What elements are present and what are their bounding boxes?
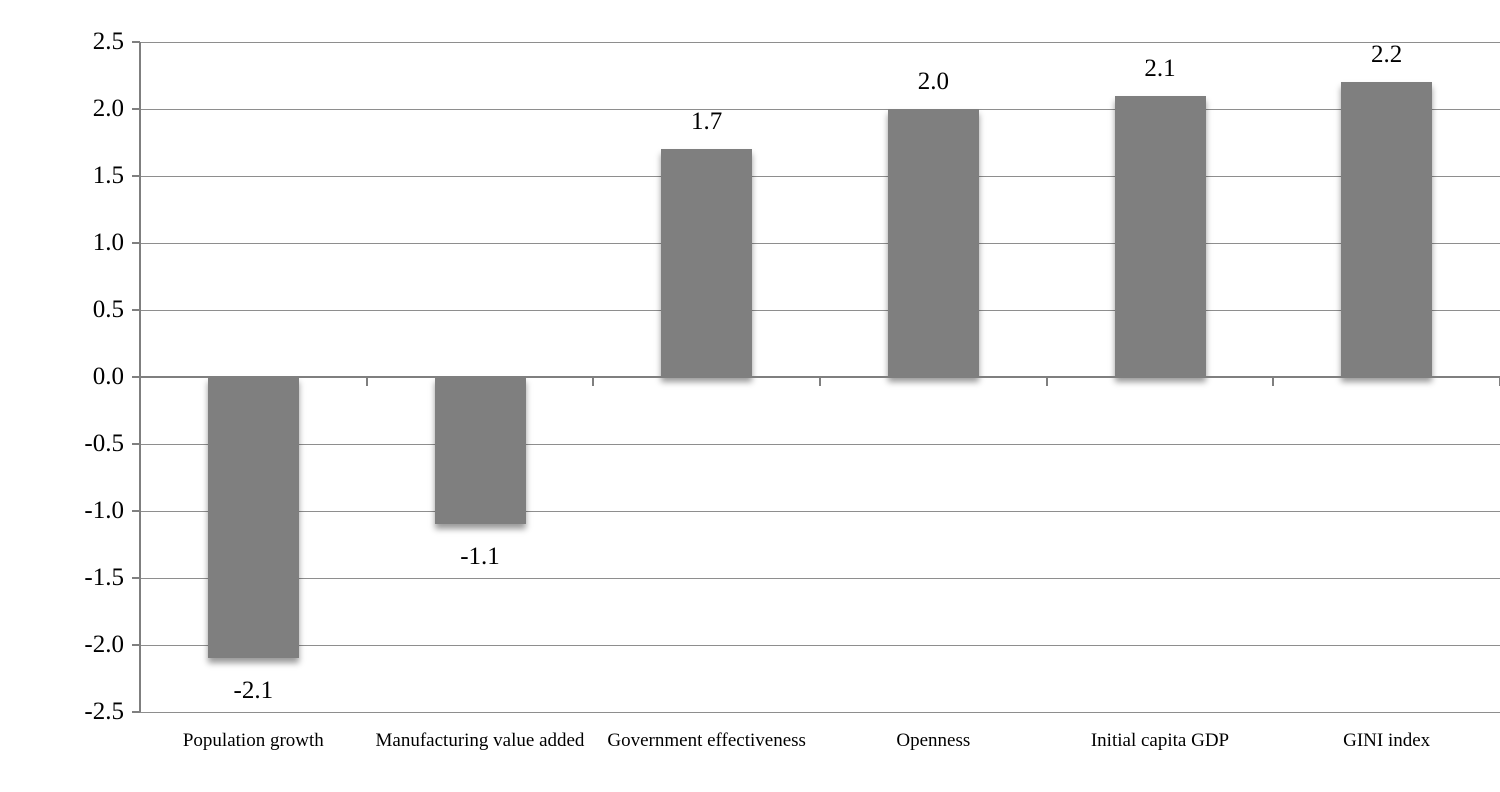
y-axis-tick (132, 510, 140, 512)
y-axis-tick (132, 711, 140, 713)
y-axis-tick (132, 644, 140, 646)
x-axis-category-label: GINI index (1343, 730, 1431, 751)
y-axis-label: 0.5 (92, 296, 124, 323)
gridline (140, 644, 1500, 646)
bar-openness (887, 109, 979, 377)
gridline (140, 242, 1500, 244)
y-axis-tick (132, 376, 140, 378)
y-axis-tick (132, 577, 140, 579)
y-axis-tick (132, 108, 140, 110)
zero-axis-line (140, 376, 1500, 378)
bar-value-label: -1.1 (460, 543, 500, 571)
gridline (140, 175, 1500, 177)
y-axis-label: 1.0 (92, 229, 124, 256)
x-axis-tick (819, 378, 821, 386)
x-axis-category-label: Government effectiveness (607, 730, 806, 751)
bar-population-growth (207, 377, 299, 659)
x-axis-category-label: Manufacturing value added (375, 730, 585, 751)
gridline (140, 108, 1500, 110)
y-axis-label: -0.5 (84, 430, 124, 457)
x-axis-category-label: Initial capita GDP (1090, 730, 1230, 751)
y-axis-tick (132, 242, 140, 244)
gridline (140, 41, 1500, 43)
bar-gini-index (1341, 82, 1433, 377)
y-axis-label: 1.5 (92, 162, 124, 189)
x-axis-tick (365, 378, 368, 386)
bar-manufacturing-value-added (434, 377, 526, 525)
bar-value-label: -2.1 (233, 677, 274, 705)
x-axis-tick (592, 378, 595, 386)
y-axis-label: 2.5 (92, 28, 124, 55)
y-axis-label: -2.0 (84, 631, 124, 658)
y-axis-tick (132, 443, 140, 445)
y-axis-label: 0.0 (92, 363, 124, 390)
x-axis-tick (1272, 378, 1275, 386)
gridline (140, 711, 1500, 713)
bar-value-label: 2.1 (1144, 54, 1176, 82)
y-axis-tick (132, 309, 140, 311)
y-axis-label: 2.0 (92, 95, 124, 122)
bar-value-label: 1.7 (691, 108, 723, 136)
bar-government-effectiveness (661, 149, 753, 377)
bar-value-label: 2.2 (1371, 41, 1403, 69)
y-axis-label: -2.5 (84, 698, 124, 725)
x-axis-tick (1045, 378, 1048, 386)
gridline (140, 510, 1500, 512)
x-axis-category-label: Population growth (182, 730, 324, 751)
x-axis-category-label: Openness (896, 730, 971, 751)
y-axis-tick (132, 41, 140, 43)
y-axis-tick (132, 175, 140, 177)
bar-value-label: 2.0 (917, 68, 949, 95)
gridline (140, 577, 1500, 579)
gridline (140, 443, 1500, 445)
y-axis-label: -1.0 (84, 497, 124, 524)
y-axis-label: -1.5 (84, 564, 124, 591)
gridline (140, 309, 1500, 311)
bar-initial-capita-gdp (1114, 95, 1206, 377)
